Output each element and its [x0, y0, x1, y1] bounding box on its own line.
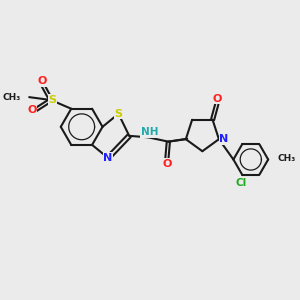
Text: N: N	[220, 134, 229, 144]
Text: Cl: Cl	[235, 178, 246, 188]
Text: CH₃: CH₃	[278, 154, 296, 163]
Text: NH: NH	[141, 127, 158, 137]
Text: O: O	[27, 105, 37, 115]
Text: N: N	[103, 153, 113, 163]
Text: CH₃: CH₃	[2, 93, 20, 102]
Text: O: O	[162, 159, 172, 169]
Text: O: O	[212, 94, 222, 103]
Text: O: O	[38, 76, 47, 86]
Text: S: S	[48, 95, 56, 105]
Text: S: S	[115, 109, 122, 119]
